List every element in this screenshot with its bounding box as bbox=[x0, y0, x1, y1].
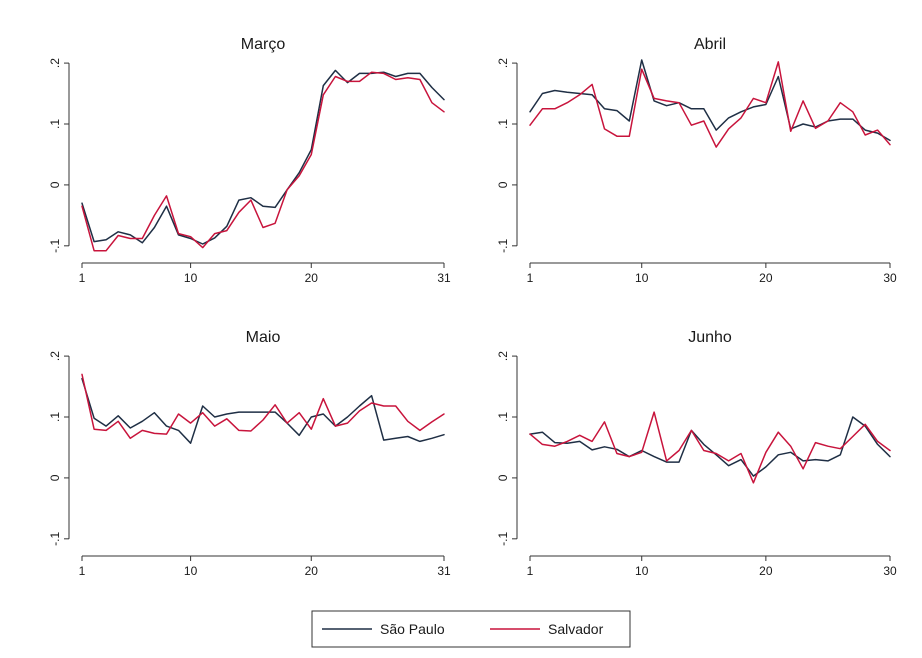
series-line-s-o-paulo bbox=[529, 416, 891, 477]
x-tick-label: 1 bbox=[79, 564, 86, 578]
series-line-salvador bbox=[81, 71, 445, 252]
x-tick-label: 20 bbox=[305, 564, 319, 578]
y-tick-label: .1 bbox=[496, 412, 510, 422]
y-tick-label: .2 bbox=[496, 58, 510, 68]
y-tick-label: 0 bbox=[48, 181, 62, 188]
panel-title: Março bbox=[241, 36, 286, 53]
legend-label-salvador: Salvador bbox=[548, 621, 604, 637]
panel-title: Maio bbox=[246, 329, 281, 346]
legend-box bbox=[311, 610, 631, 648]
legend: São Paulo Salvador bbox=[311, 610, 631, 648]
y-tick-label: 0 bbox=[496, 181, 510, 188]
x-tick-label: 30 bbox=[883, 271, 897, 285]
y-tick-label: -.1 bbox=[48, 238, 62, 252]
y-tick-label: .1 bbox=[48, 412, 62, 422]
panel-title: Abril bbox=[694, 36, 726, 53]
panel-junho: Junho 1 10 20 30 -.1 0 .1 .2 bbox=[496, 329, 897, 578]
y-tick-label: 0 bbox=[496, 474, 510, 481]
x-tick-label: 1 bbox=[79, 271, 86, 285]
y-tick-label: .2 bbox=[496, 351, 510, 361]
y-tick-label: .1 bbox=[496, 119, 510, 129]
series-line-s-o-paulo bbox=[529, 59, 891, 142]
y-tick-label: 0 bbox=[48, 474, 62, 481]
y-tick-label: .2 bbox=[48, 351, 62, 361]
series-line-s-o-paulo bbox=[81, 377, 445, 444]
panel-maio: Maio 1 10 20 31 -.1 0 .1 .2 bbox=[48, 329, 451, 578]
series-line-s-o-paulo bbox=[81, 69, 445, 245]
x-tick-label: 10 bbox=[184, 564, 198, 578]
x-tick-label: 20 bbox=[759, 271, 773, 285]
y-tick-label: -.1 bbox=[496, 238, 510, 252]
x-tick-label: 30 bbox=[883, 564, 897, 578]
x-tick-label: 1 bbox=[527, 271, 534, 285]
y-tick-label: -.1 bbox=[48, 531, 62, 545]
panel-abril: Abril 1 10 20 30 -.1 0 .1 .2 bbox=[496, 36, 897, 285]
y-tick-label: .1 bbox=[48, 119, 62, 129]
panel-title: Junho bbox=[688, 329, 732, 346]
x-tick-label: 1 bbox=[527, 564, 534, 578]
panel-marco: Março 1 10 20 31 -.1 0 .1 .2 bbox=[48, 36, 451, 285]
y-tick-label: -.1 bbox=[496, 531, 510, 545]
x-tick-label: 10 bbox=[635, 564, 649, 578]
series-line-salvador bbox=[529, 61, 891, 148]
x-tick-label: 31 bbox=[437, 564, 451, 578]
series-line-salvador bbox=[81, 373, 445, 440]
legend-label-sao-paulo: São Paulo bbox=[380, 621, 445, 637]
x-tick-label: 20 bbox=[759, 564, 773, 578]
y-tick-label: .2 bbox=[48, 58, 62, 68]
x-tick-label: 10 bbox=[184, 271, 198, 285]
series-line-salvador bbox=[529, 411, 891, 484]
x-tick-label: 10 bbox=[635, 271, 649, 285]
x-tick-label: 20 bbox=[305, 271, 319, 285]
x-tick-label: 31 bbox=[437, 271, 451, 285]
